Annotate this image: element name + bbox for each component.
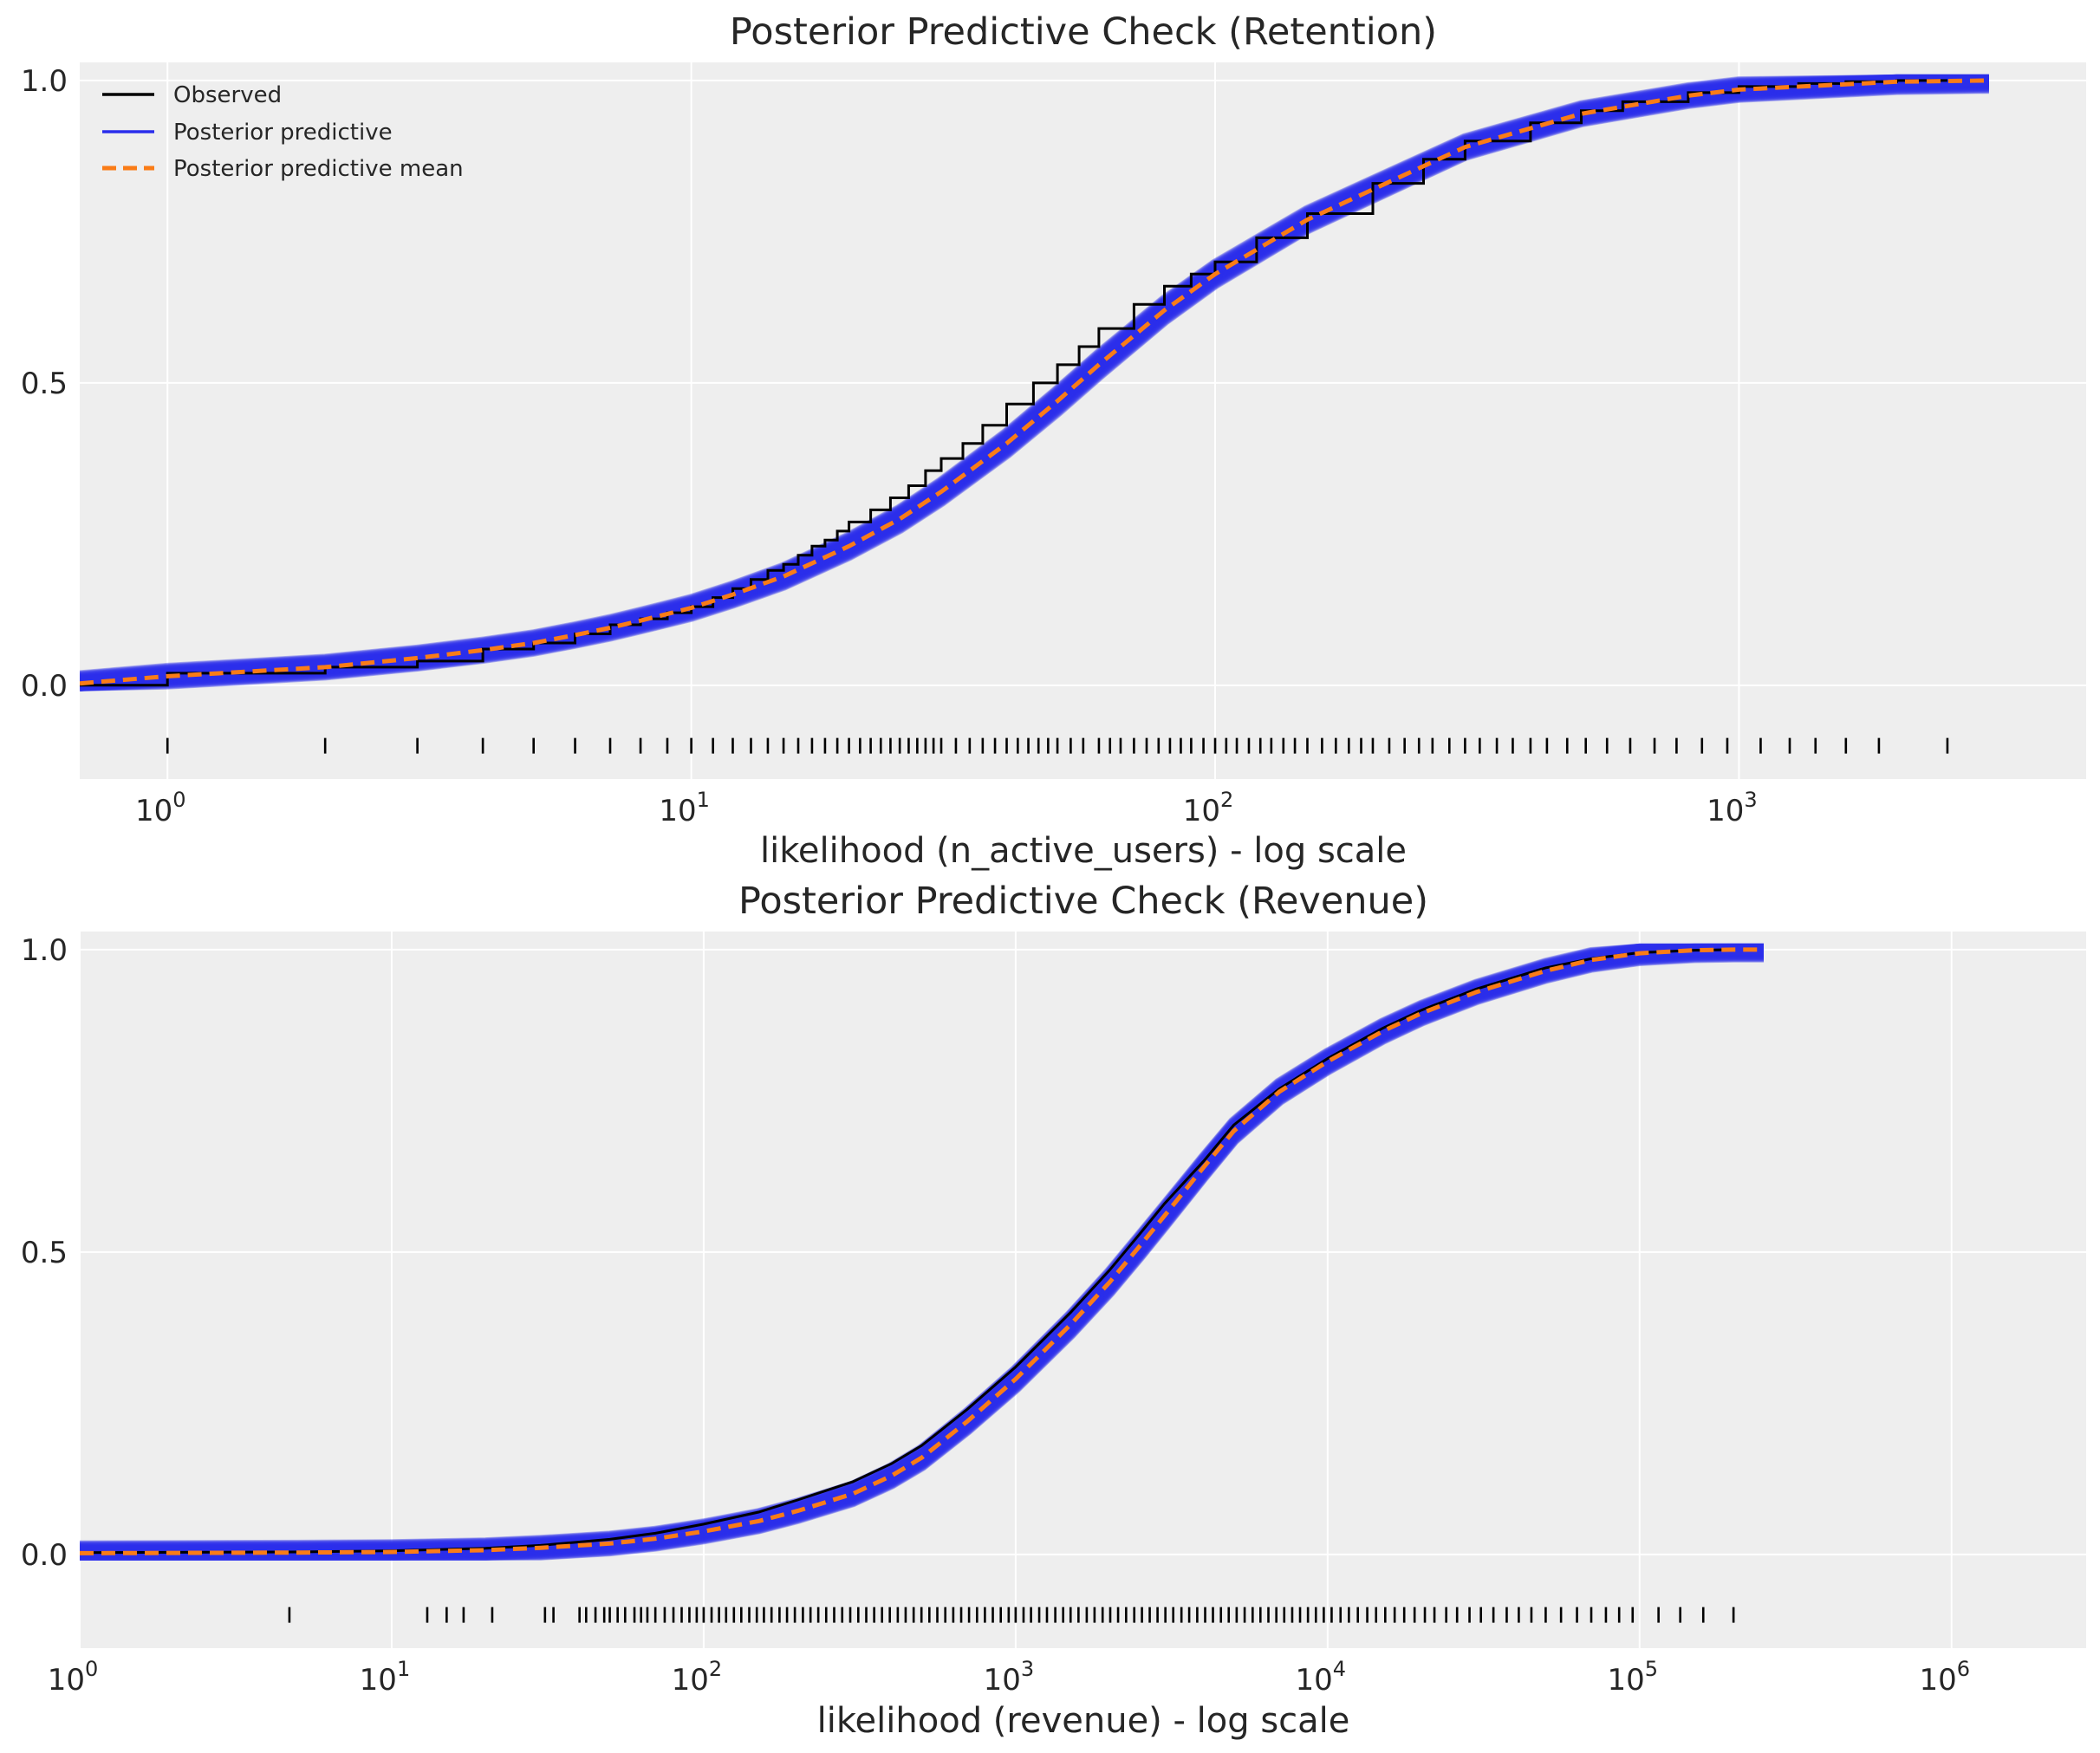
x-tick-label: 102 [1183,788,1234,828]
posterior-predictive-line [80,949,1764,1561]
tick-exponent: 6 [1957,1657,1970,1681]
posterior-predictive-line [80,943,1764,1553]
tick-exponent: 5 [1645,1657,1658,1681]
posterior-predictive-line [80,946,1764,1561]
x-tick-labels: 100 101 102 103 [135,788,1758,828]
tick-base: 10 [984,1663,1021,1698]
grid [79,932,2086,1648]
posterior-predictive-line [80,74,1989,686]
y-tick-label: 1.0 [21,64,68,99]
x-tick-labels: 100 101 102 103 104 105 106 [48,1657,1970,1698]
observed-line [80,79,1947,687]
plot-area [80,932,2086,1648]
y-tick-label: 0.0 [21,1538,68,1573]
x-tick-label: 101 [659,788,710,828]
legend-label-posterior-predictive: Posterior predictive [173,120,393,146]
x-tick-label: 100 [48,1657,99,1698]
tick-base: 10 [1919,1663,1956,1698]
x-tick-label: 104 [1296,1657,1347,1698]
x-tick-label: 100 [135,788,186,828]
posterior-predictive-line [80,81,1989,691]
tick-exponent: 1 [697,788,710,812]
tick-base: 10 [672,1663,709,1698]
x-tick-label: 103 [984,1657,1035,1698]
posterior-predictive-line [80,74,1989,685]
revenue-panel: 0.00.51.0 100 101 102 103 104 105 106 Posterio… [21,880,2086,1741]
posterior-predictive-line [80,943,1764,1554]
posterior-predictive-mean-line [80,947,1764,1555]
tick-base: 10 [1296,1663,1333,1698]
tick-base: 10 [1183,794,1220,828]
posterior-predictive-line [80,943,1764,1554]
posterior-predictive-line [80,74,1989,684]
y-tick-labels: 0.0 0.5 1.0 [21,64,68,704]
posterior-predictive-line [80,81,1989,691]
posterior-predictive-line [80,947,1764,1561]
tick-base: 10 [1707,794,1744,828]
posterior-predictive-line [80,74,1989,683]
y-tick-label: 0.5 [21,367,68,401]
observed-line [80,948,1734,1555]
tick-exponent: 3 [1021,1657,1034,1681]
tick-base: 10 [659,794,696,828]
x-tick-label: 103 [1707,788,1758,828]
chart-title: Posterior Predictive Check (Revenue) [738,880,1428,923]
tick-exponent: 3 [1744,788,1757,812]
legend-label-observed: Observed [173,82,282,108]
tick-base: 10 [360,1663,397,1698]
posterior-predictive-line [80,950,1764,1561]
observed-rug [166,737,1949,754]
posterior-predictive-line [80,74,1989,685]
posterior-predictive-line [80,74,1989,684]
x-tick-label: 105 [1608,1657,1659,1698]
series-layer [80,947,1764,1555]
x-tick-label: 101 [360,1657,411,1698]
posterior-predictive-line [80,74,1989,687]
tick-base: 10 [135,794,172,828]
grid [80,62,2086,779]
posterior-predictive-mean-line [80,78,1989,686]
y-tick-labels: 0.0 0.5 1.0 [21,933,68,1573]
tick-exponent: 2 [1220,788,1233,812]
series-layer [80,78,1989,687]
y-tick-label: 0.0 [21,669,68,704]
observed-rug [288,1607,1735,1623]
tick-base: 10 [48,1663,85,1698]
retention-panel: 0.00.51.0 100 101 102 103 Posterior Predict… [21,10,2086,871]
posterior-predictive-line [80,74,1989,685]
tick-base: 10 [1608,1663,1645,1698]
y-tick-label: 0.5 [21,1236,68,1270]
chart-title: Posterior Predictive Check (Retention) [730,10,1437,54]
y-tick-label: 1.0 [21,933,68,968]
tick-exponent: 4 [1333,1657,1346,1681]
posterior-predictive-line [80,945,1764,1561]
x-tick-label: 102 [672,1657,723,1698]
tick-exponent: 1 [397,1657,410,1681]
posterior-predictive-line [80,948,1764,1561]
x-axis-label: likelihood (revenue) - log scale [817,1701,1350,1741]
x-tick-label: 106 [1919,1657,1970,1698]
legend: Observed Posterior predictive Posterior … [102,82,464,182]
posterior-predictive-line [80,80,1989,691]
posterior-predictive-line [80,950,1764,1561]
posterior-predictive-line [80,74,1989,687]
legend-label-posterior-predictive-mean: Posterior predictive mean [173,156,464,182]
x-axis-label: likelihood (n_active_users) - log scale [760,831,1407,871]
tick-exponent: 0 [85,1657,98,1681]
posterior-predictive-line [80,948,1764,1561]
tick-exponent: 0 [172,788,185,812]
posterior-predictive-line [80,947,1764,1561]
tick-exponent: 2 [709,1657,722,1681]
